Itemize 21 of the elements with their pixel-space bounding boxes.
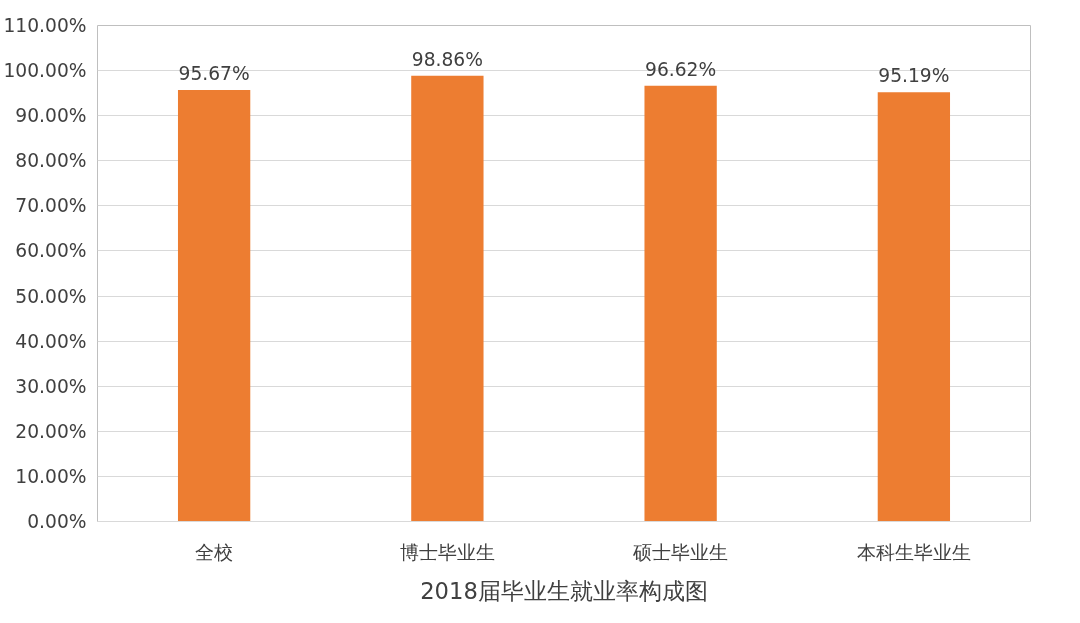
- data-label: 98.86%: [411, 48, 483, 70]
- x-tick-label: 硕士毕业生: [632, 541, 729, 563]
- x-tick-label: 本科生毕业生: [856, 541, 971, 563]
- data-label: 96.62%: [645, 58, 717, 80]
- data-label: 95.19%: [878, 65, 950, 87]
- y-tick-label: 70.00%: [15, 195, 87, 217]
- data-label: 95.67%: [178, 63, 250, 85]
- y-tick-label: 30.00%: [15, 375, 87, 397]
- y-tick-label: 50.00%: [15, 285, 87, 307]
- y-tick-label: 10.00%: [15, 465, 87, 487]
- x-tick-label: 博士毕业生: [399, 541, 495, 563]
- y-tick-label: 100.00%: [3, 60, 87, 82]
- y-tick-label: 110.00%: [3, 15, 87, 36]
- y-tick-label: 60.00%: [15, 240, 87, 262]
- y-tick-label: 90.00%: [15, 105, 87, 127]
- y-tick-label: 80.00%: [15, 150, 87, 172]
- x-tick-label: 全校: [195, 541, 234, 563]
- y-tick-label: 20.00%: [15, 420, 87, 442]
- y-tick-label: 0.00%: [27, 511, 87, 532]
- text: 2018届毕业生就业率构成图: [420, 577, 708, 604]
- y-tick-label: 40.00%: [15, 330, 87, 352]
